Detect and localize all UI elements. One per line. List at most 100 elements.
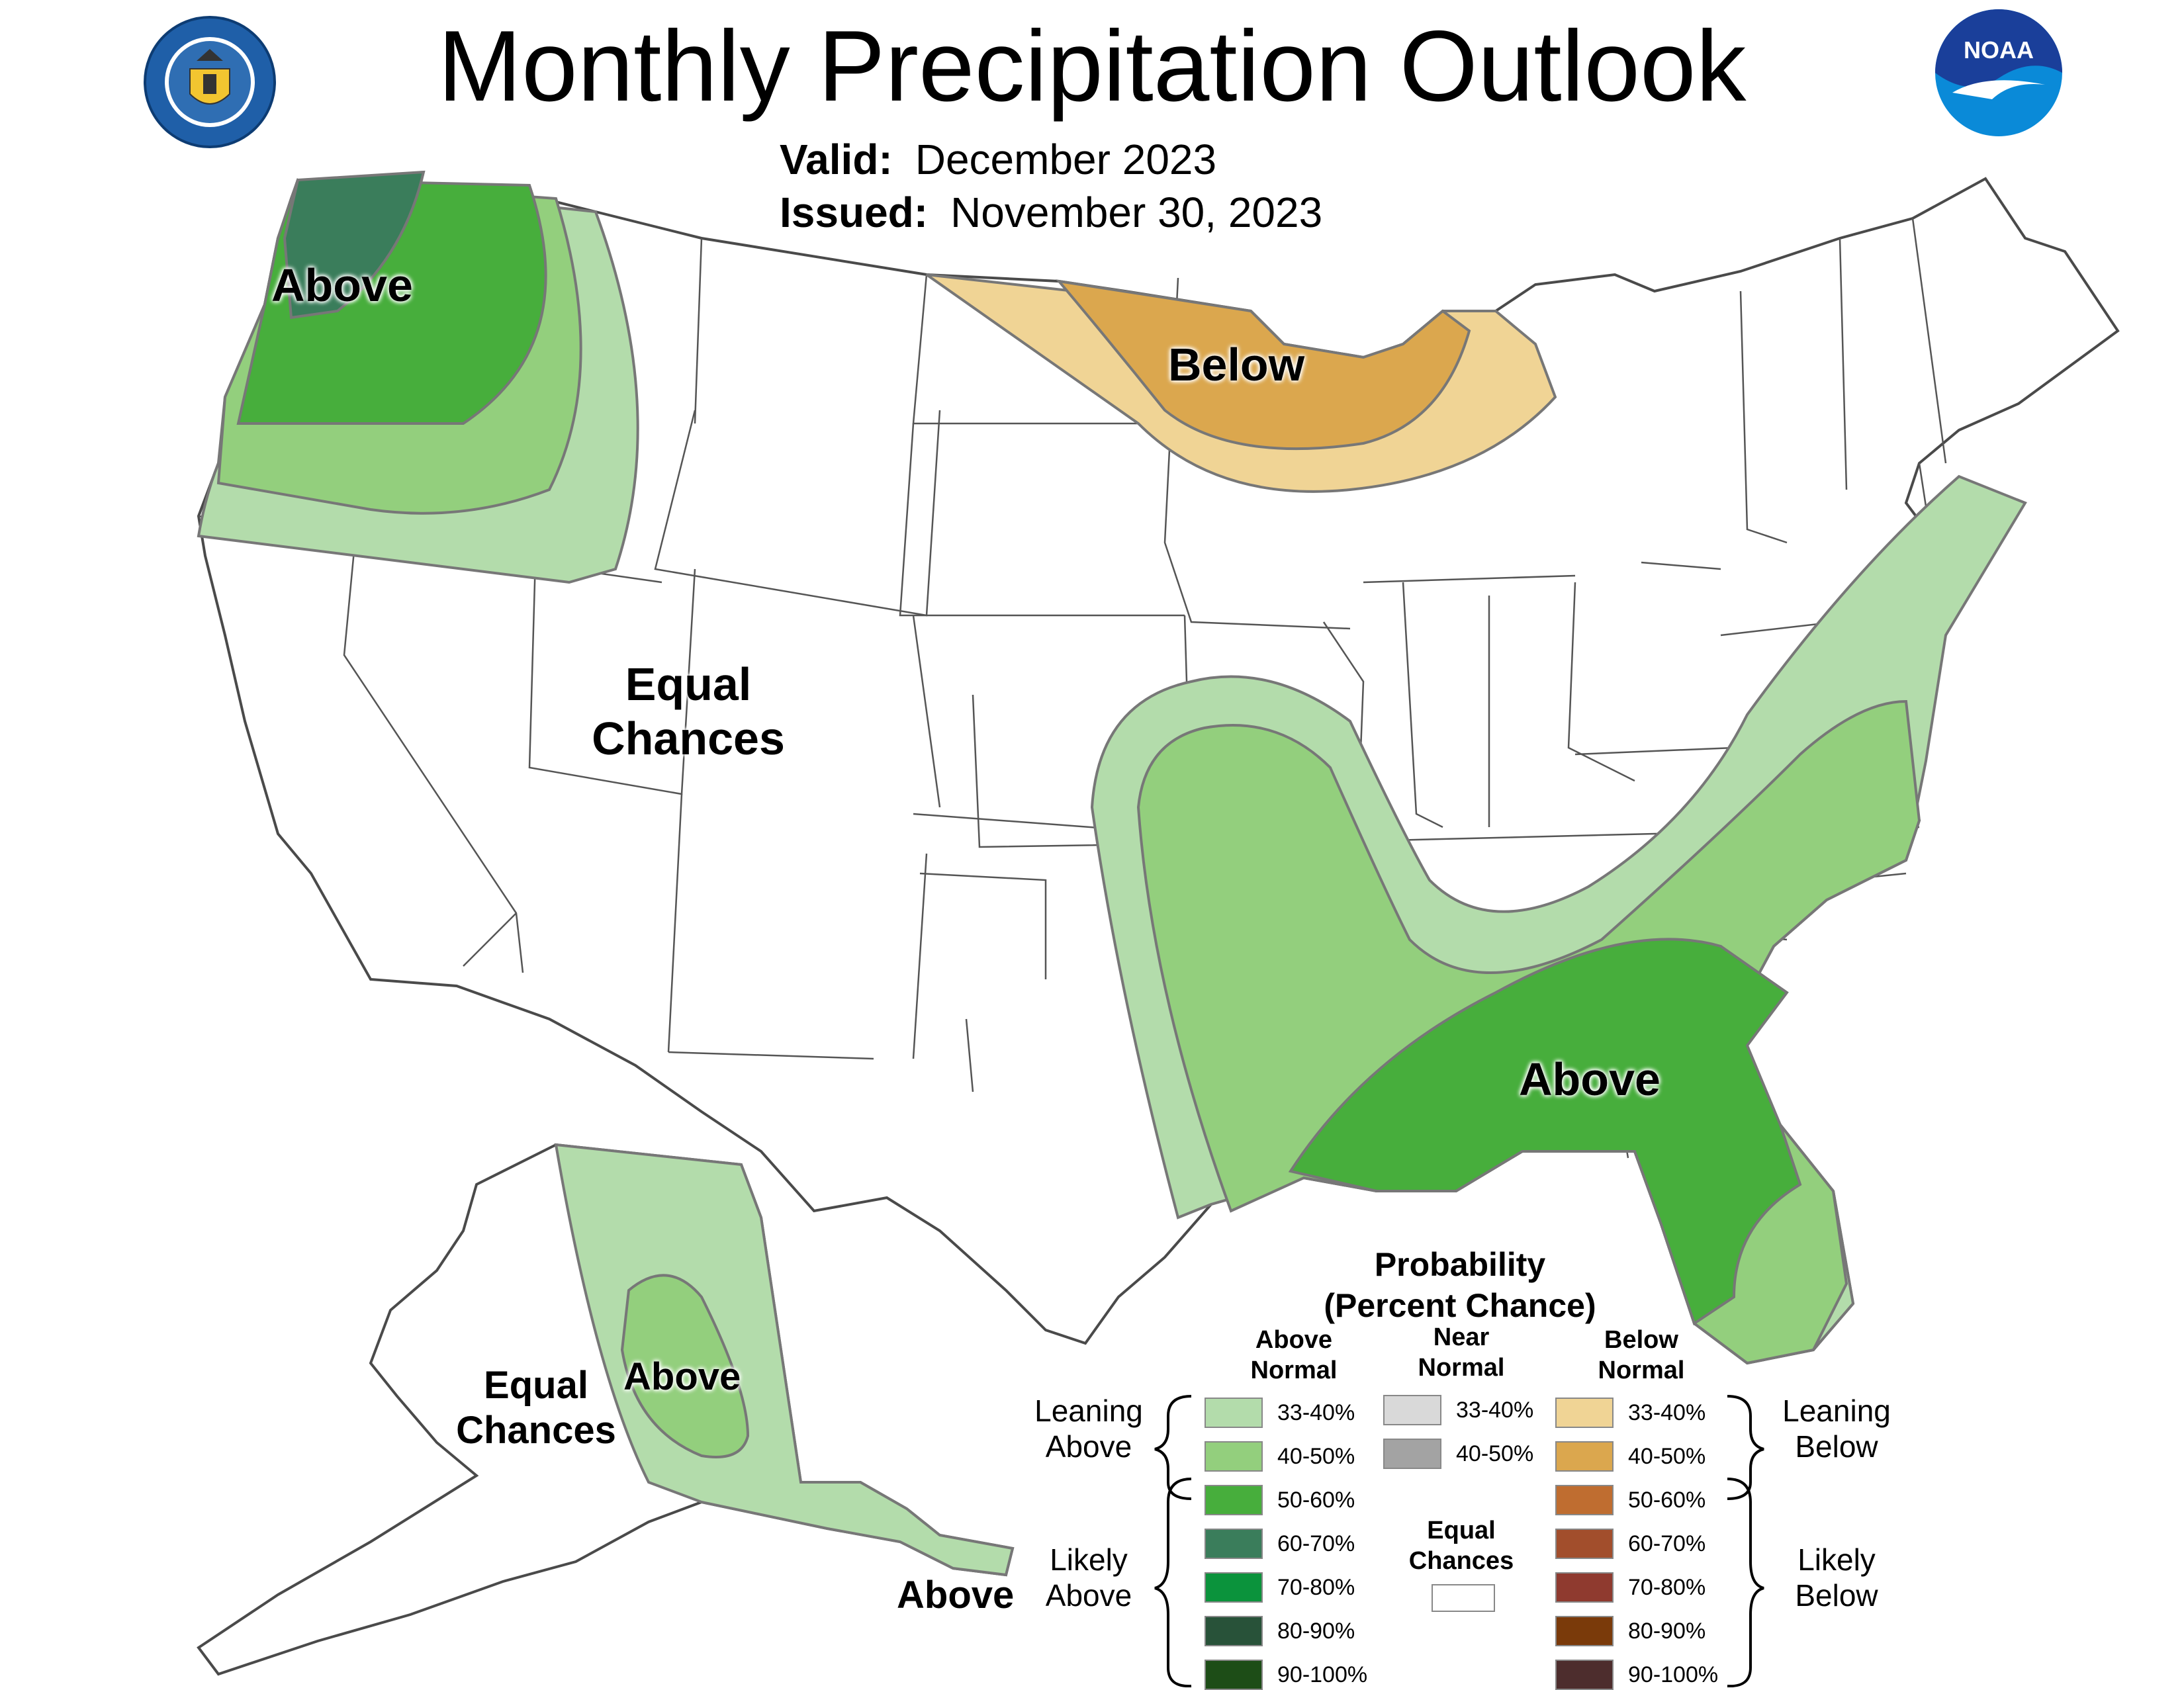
legend-above-row: 40-50%	[1205, 1441, 1355, 1472]
legend-below-swatch	[1555, 1441, 1614, 1472]
legend-above-row: 80-90%	[1205, 1616, 1355, 1646]
ak-equal-line-1: Equal	[484, 1364, 588, 1407]
likely-below-label: Likely Below	[1764, 1542, 1909, 1613]
leaning-below-label: Leaning Below	[1764, 1393, 1909, 1464]
leaning-below-2: Below	[1795, 1429, 1878, 1464]
brace-likely-below	[1727, 1478, 1764, 1687]
legend-equal-1: Equal	[1427, 1517, 1496, 1544]
noaa-logo-icon: NOAA	[1935, 9, 2062, 136]
legend-above-swatch	[1205, 1441, 1263, 1472]
legend-col-near: Near Normal	[1388, 1322, 1534, 1383]
legend-above-swatch	[1205, 1572, 1263, 1603]
legend-below-label: 40-50%	[1628, 1443, 1706, 1469]
nw-above-60-70-region	[283, 170, 426, 320]
legend-below-row: 50-60%	[1555, 1485, 1706, 1515]
se-above-label: Above	[1519, 1053, 1661, 1105]
ak-above-label: Above	[623, 1355, 741, 1398]
legend-title-2: (Percent Chance)	[1324, 1287, 1596, 1324]
valid-row: Valid: December 2023	[780, 134, 1216, 185]
legend-near-swatch	[1383, 1439, 1441, 1469]
noaa-logo-text: NOAA	[1964, 36, 2034, 64]
leaning-above-label: Leaning Above	[1016, 1393, 1161, 1464]
legend-above-swatch	[1205, 1660, 1263, 1690]
leaning-above-1: Leaning	[1034, 1394, 1143, 1428]
legend-below-label: 80-90%	[1628, 1618, 1706, 1644]
legend-above-row: 33-40%	[1205, 1398, 1355, 1428]
legend-above-label: 40-50%	[1277, 1443, 1355, 1469]
legend-col-below: Below Normal	[1569, 1325, 1714, 1386]
legend-above-swatch	[1205, 1485, 1263, 1515]
legend-above-row: 60-70%	[1205, 1529, 1355, 1559]
legend-below-row: 40-50%	[1555, 1441, 1706, 1472]
legend-below-swatch	[1555, 1485, 1614, 1515]
department-of-commerce-seal-icon	[144, 16, 276, 148]
legend-equal-swatch	[1432, 1584, 1495, 1612]
legend-equal-chances: Equal Chances	[1388, 1515, 1534, 1576]
legend-below-swatch	[1555, 1616, 1614, 1646]
ak-above-33-40-region	[554, 1143, 1015, 1577]
legend-equal-2: Chances	[1408, 1547, 1514, 1575]
legend-near-row: 40-50%	[1383, 1439, 1533, 1469]
legend-below-label: 50-60%	[1628, 1487, 1706, 1513]
legend-above-swatch	[1205, 1616, 1263, 1646]
legend-below-row: 90-100%	[1555, 1660, 1718, 1690]
issued-label: Issued:	[780, 189, 929, 236]
legend-below-swatch	[1555, 1398, 1614, 1428]
legend-below-label: 90-100%	[1628, 1662, 1719, 1687]
legend-above-label: 70-80%	[1277, 1574, 1355, 1600]
legend-below-label: 70-80%	[1628, 1574, 1706, 1600]
legend-col-above: Above Normal	[1221, 1325, 1367, 1386]
legend-above-row: 90-100%	[1205, 1660, 1367, 1690]
legend-col-above-1: Above	[1255, 1326, 1333, 1354]
legend-above-label: 90-100%	[1277, 1662, 1368, 1687]
nw-above-label: Above	[271, 259, 413, 311]
legend-near-label: 40-50%	[1456, 1441, 1534, 1466]
legend-above-row: 70-80%	[1205, 1572, 1355, 1603]
likely-above-2: Above	[1045, 1578, 1132, 1613]
legend-col-below-2: Normal	[1598, 1356, 1685, 1384]
leaning-below-1: Leaning	[1782, 1394, 1891, 1428]
ak-equal-line-2: Chances	[456, 1409, 616, 1452]
legend-col-near-1: Near	[1433, 1323, 1490, 1351]
legend-col-near-2: Normal	[1418, 1354, 1505, 1382]
legend-above-swatch	[1205, 1529, 1263, 1559]
legend-near-label: 33-40%	[1456, 1397, 1534, 1423]
legend-above-row: 50-60%	[1205, 1485, 1355, 1515]
likely-below-2: Below	[1795, 1578, 1878, 1613]
likely-above-label: Likely Above	[1016, 1542, 1161, 1613]
brace-leaning-above	[1154, 1395, 1192, 1500]
legend-above-label: 50-60%	[1277, 1487, 1355, 1513]
brace-leaning-below	[1727, 1395, 1764, 1500]
likely-above-1: Likely	[1050, 1542, 1128, 1577]
legend-below-row: 33-40%	[1555, 1398, 1706, 1428]
issued-row: Issued: November 30, 2023	[780, 187, 1322, 238]
legend-below-swatch	[1555, 1529, 1614, 1559]
ak-above-40-50-region	[620, 1274, 750, 1458]
legend-above-label: 60-70%	[1277, 1531, 1355, 1556]
gl-below-label: Below	[1168, 339, 1305, 390]
se-above-50-60-region	[1288, 938, 1802, 1326]
page-title: Monthly Precipitation Outlook	[437, 10, 1747, 122]
legend-col-above-2: Normal	[1250, 1356, 1338, 1384]
legend-above-label: 33-40%	[1277, 1400, 1355, 1425]
west-equal-line-2: Chances	[592, 713, 785, 764]
ak-equal-chances-label: Equal Chances	[450, 1363, 622, 1453]
gl-below-40-50-region	[1056, 279, 1471, 451]
ak-se-above-label: Above	[897, 1574, 1015, 1617]
likely-below-1: Likely	[1797, 1542, 1876, 1577]
legend-below-row: 80-90%	[1555, 1616, 1706, 1646]
legend-title-1: Probability	[1374, 1246, 1546, 1283]
brace-likely-above	[1154, 1478, 1192, 1687]
valid-label: Valid:	[780, 136, 893, 183]
legend-above-label: 80-90%	[1277, 1618, 1355, 1644]
west-equal-line-1: Equal	[625, 658, 752, 710]
legend-near-swatch	[1383, 1395, 1441, 1425]
legend-below-label: 33-40%	[1628, 1400, 1706, 1425]
issued-value: November 30, 2023	[950, 189, 1323, 236]
legend-col-below-1: Below	[1604, 1326, 1678, 1354]
leaning-above-2: Above	[1045, 1429, 1132, 1464]
legend-below-row: 70-80%	[1555, 1572, 1706, 1603]
legend-below-swatch	[1555, 1572, 1614, 1603]
